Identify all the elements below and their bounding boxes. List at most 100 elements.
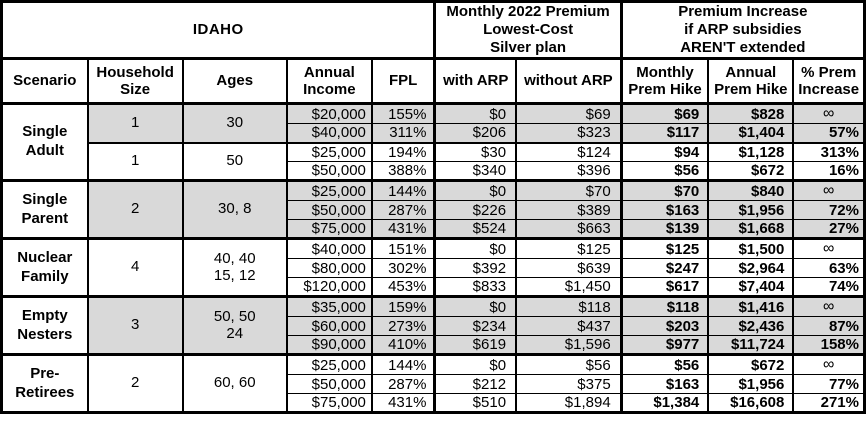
annual-hike-cell: $11,724: [707, 335, 795, 355]
with-arp-cell: $0: [433, 237, 518, 259]
monthly-hike-cell: $70: [619, 179, 710, 201]
annual-income-cell: $35,000: [285, 295, 373, 317]
annual-income-cell: $50,000: [285, 374, 373, 394]
pct-increase-cell: 57%: [792, 123, 866, 143]
table-row: Nuclear Family 4 40, 40 15, 12 $40,000 1…: [0, 237, 866, 297]
annual-hike-cell: $1,404: [707, 123, 795, 143]
annual-hike-cell: $2,436: [707, 316, 795, 336]
with-arp-cell: $0: [433, 179, 518, 201]
monthly-hike-cell: $163: [619, 200, 710, 220]
table-row: $75,000 431% $524 $663 $139 $1,668 27%: [2, 219, 866, 239]
pct-increase-cell: ∞: [792, 102, 866, 124]
annual-income-cell: $25,000: [285, 141, 373, 162]
household-size-cell: 2: [86, 353, 184, 413]
fpl-cell: 388%: [370, 161, 436, 181]
without-arp-cell: $663: [515, 219, 623, 239]
pct-increase-cell: 87%: [792, 316, 866, 336]
annual-income-cell: $40,000: [285, 237, 373, 259]
pct-increase-cell: 271%: [792, 393, 866, 413]
table-row: $50,000 287% $226 $389 $163 $1,956 72%: [2, 200, 866, 220]
monthly-hike-cell: $617: [619, 277, 710, 297]
fpl-cell: 311%: [370, 123, 436, 143]
without-arp-cell: $437: [515, 316, 623, 336]
without-arp-cell: $1,894: [515, 393, 623, 413]
annual-income-cell: $75,000: [285, 393, 373, 413]
annual-income-cell: $40,000: [285, 123, 373, 143]
with-arp-cell: $833: [433, 277, 518, 297]
ages-cell: 60, 60: [181, 353, 288, 413]
without-arp-cell: $389: [515, 200, 623, 220]
annual-income-cell: $90,000: [285, 335, 373, 355]
fpl-cell: 159%: [370, 295, 436, 317]
scenario-cell: Single Parent: [0, 179, 89, 239]
scenario-cell: Empty Nesters: [0, 295, 89, 355]
table-row: $80,000 302% $392 $639 $247 $2,964 63%: [2, 258, 866, 278]
pct-increase-cell: 16%: [792, 161, 866, 181]
annual-income-cell: $50,000: [285, 200, 373, 220]
premium-table-container: IDAHO Monthly 2022 Premium Lowest-Cost S…: [0, 0, 866, 414]
state-title: IDAHO: [0, 0, 436, 60]
idaho-premium-table: IDAHO Monthly 2022 Premium Lowest-Cost S…: [0, 0, 866, 414]
monthly-hike-cell: $125: [619, 237, 710, 259]
monthly-hike-cell: $69: [619, 102, 710, 124]
monthly-hike-cell: $94: [619, 141, 710, 162]
fpl-cell: 151%: [370, 237, 436, 259]
with-arp-cell: $0: [433, 295, 518, 317]
annual-hike-cell: $1,128: [707, 141, 795, 162]
annual-income-cell: $25,000: [285, 179, 373, 201]
household-size-cell: 1: [86, 141, 184, 181]
table-row: Single Parent 2 30, 8 $25,000 144% $0 $7…: [0, 179, 866, 239]
table-row: $40,000 311% $206 $323 $117 $1,404 57%: [2, 123, 866, 143]
without-arp-cell: $125: [515, 237, 623, 259]
ages-cell: 40, 40 15, 12: [181, 237, 288, 297]
annual-hike-cell: $16,608: [707, 393, 795, 413]
monthly-hike-cell: $203: [619, 316, 710, 336]
col-header-scenario: Scenario: [0, 57, 89, 105]
with-arp-cell: $30: [433, 141, 518, 162]
annual-income-cell: $25,000: [285, 353, 373, 375]
ages-cell: 30, 8: [181, 179, 288, 239]
fpl-cell: 194%: [370, 141, 436, 162]
household-size-cell: 4: [86, 237, 184, 297]
monthly-hike-cell: $163: [619, 374, 710, 394]
fpl-cell: 273%: [370, 316, 436, 336]
table-row: Pre- Retirees 2 60, 60 $25,000 144% $0 $…: [0, 353, 866, 413]
pct-increase-cell: 74%: [792, 277, 866, 297]
col-header-fpl: FPL: [370, 57, 436, 105]
ages-cell: 30: [181, 102, 288, 143]
pct-increase-cell: 72%: [792, 200, 866, 220]
annual-hike-cell: $672: [707, 161, 795, 181]
without-arp-cell: $118: [515, 295, 623, 317]
annual-income-cell: $50,000: [285, 161, 373, 181]
pct-increase-cell: ∞: [792, 179, 866, 201]
table-row: $50,000 287% $212 $375 $163 $1,956 77%: [2, 374, 866, 394]
with-arp-cell: $524: [433, 219, 518, 239]
table-row: $75,000 431% $510 $1,894 $1,384 $16,608 …: [2, 393, 866, 413]
with-arp-cell: $619: [433, 335, 518, 355]
household-size-cell: 3: [86, 295, 184, 355]
pct-increase-cell: ∞: [792, 295, 866, 317]
with-arp-cell: $234: [433, 316, 518, 336]
without-arp-cell: $396: [515, 161, 623, 181]
col-header-with-arp: with ARP: [433, 57, 518, 105]
with-arp-cell: $212: [433, 374, 518, 394]
annual-income-cell: $20,000: [285, 102, 373, 124]
annual-income-cell: $120,000: [285, 277, 373, 297]
header-row-top: IDAHO Monthly 2022 Premium Lowest-Cost S…: [0, 0, 866, 60]
annual-hike-cell: $840: [707, 179, 795, 201]
monthly-hike-cell: $977: [619, 335, 710, 355]
fpl-cell: 453%: [370, 277, 436, 297]
annual-hike-cell: $1,500: [707, 237, 795, 259]
table-row: $60,000 273% $234 $437 $203 $2,436 87%: [2, 316, 866, 336]
fpl-cell: 155%: [370, 102, 436, 124]
without-arp-cell: $56: [515, 353, 623, 375]
without-arp-cell: $124: [515, 141, 623, 162]
annual-hike-cell: $2,964: [707, 258, 795, 278]
premium-section-header: Monthly 2022 Premium Lowest-Cost Silver …: [433, 0, 623, 60]
col-header-household-size: Household Size: [86, 57, 184, 105]
without-arp-cell: $1,450: [515, 277, 623, 297]
fpl-cell: 144%: [370, 353, 436, 375]
monthly-hike-cell: $117: [619, 123, 710, 143]
col-header-pct-increase: % Prem Increase: [792, 57, 866, 105]
ages-cell: 50, 50 24: [181, 295, 288, 355]
